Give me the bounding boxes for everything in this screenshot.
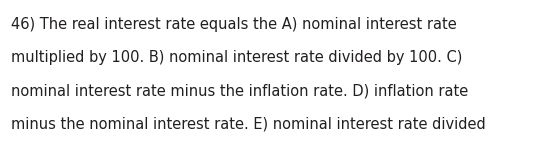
Text: multiplied by 100. B) nominal interest rate divided by 100. C): multiplied by 100. B) nominal interest r… [11, 50, 463, 65]
Text: minus the nominal interest rate. E) nominal interest rate divided: minus the nominal interest rate. E) nomi… [11, 117, 486, 132]
Text: nominal interest rate minus the inflation rate. D) inflation rate: nominal interest rate minus the inflatio… [11, 83, 468, 98]
Text: 46) The real interest rate equals the A) nominal interest rate: 46) The real interest rate equals the A)… [11, 17, 457, 32]
